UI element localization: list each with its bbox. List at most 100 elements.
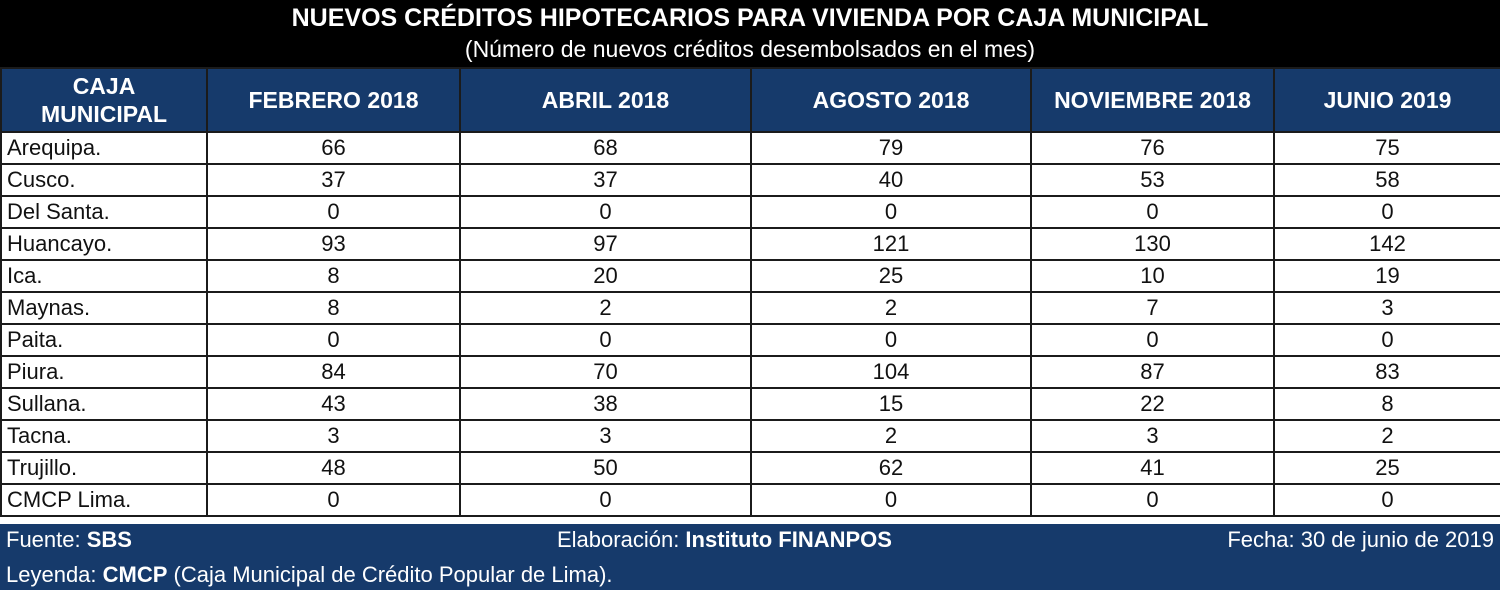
value-cell: 25 (1273, 451, 1500, 485)
row-header-cell: CAJA MUNICIPAL (0, 67, 208, 133)
table-subtitle: (Número de nuevos créditos desembolsados… (464, 36, 1036, 62)
header-row: CAJA MUNICIPAL FEBRERO 2018 ABRIL 2018 A… (0, 67, 1500, 133)
table-row: Maynas. 8 2 2 7 3 (0, 291, 1500, 325)
value-cell: 76 (1030, 131, 1275, 165)
value-cell: 43 (206, 387, 461, 421)
table-row: Arequipa. 66 68 79 76 75 (0, 131, 1500, 165)
source-note: Fuente: SBS (6, 527, 132, 552)
value-cell: 0 (206, 195, 461, 229)
value-cell: 40 (750, 163, 1032, 197)
value-cell: 50 (459, 451, 752, 485)
value-cell: 53 (1030, 163, 1275, 197)
value-cell: 0 (1273, 195, 1500, 229)
caja-name-cell: Tacna. (0, 419, 208, 453)
caja-name-cell: Maynas. (0, 291, 208, 325)
value-cell: 0 (206, 483, 461, 517)
value-cell: 93 (206, 227, 461, 261)
value-cell: 62 (750, 451, 1032, 485)
value-cell: 2 (459, 291, 752, 325)
value-cell: 121 (750, 227, 1032, 261)
table-row: Del Santa. 0 0 0 0 0 (0, 195, 1500, 229)
value-cell: 0 (206, 323, 461, 357)
value-cell: 3 (206, 419, 461, 453)
value-cell: 58 (1273, 163, 1500, 197)
caja-name-cell: Del Santa. (0, 195, 208, 229)
table-row: Huancayo. 93 97 121 130 142 (0, 227, 1500, 261)
footer: Fuente: SBS Elaboración: Instituto FINAN… (0, 524, 1500, 590)
value-cell: 0 (459, 483, 752, 517)
caja-name-cell: Ica. (0, 259, 208, 293)
value-cell: 41 (1030, 451, 1275, 485)
value-cell: 142 (1273, 227, 1500, 261)
table-row: Trujillo. 48 50 62 41 25 (0, 451, 1500, 485)
caja-name-cell: Trujillo. (0, 451, 208, 485)
caja-name-cell: Paita. (0, 323, 208, 357)
value-cell: 37 (459, 163, 752, 197)
value-cell: 37 (206, 163, 461, 197)
value-cell: 0 (750, 195, 1032, 229)
value-cell: 75 (1273, 131, 1500, 165)
value-cell: 2 (750, 291, 1032, 325)
caja-name-cell: Piura. (0, 355, 208, 389)
value-cell: 38 (459, 387, 752, 421)
value-cell: 2 (750, 419, 1032, 453)
caja-name-cell: Arequipa. (0, 131, 208, 165)
value-cell: 104 (750, 355, 1032, 389)
value-cell: 0 (1030, 195, 1275, 229)
legend-note: Leyenda: CMCP (Caja Municipal de Crédito… (6, 562, 613, 587)
value-cell: 0 (1030, 323, 1275, 357)
value-cell: 0 (459, 323, 752, 357)
value-cell: 79 (750, 131, 1032, 165)
value-cell: 48 (206, 451, 461, 485)
value-cell: 0 (750, 323, 1032, 357)
value-cell: 15 (750, 387, 1032, 421)
caja-name-cell: Huancayo. (0, 227, 208, 261)
table-body: Arequipa. 66 68 79 76 75 Cusco. 37 37 40 53 58 Del S… (0, 131, 1500, 517)
value-cell: 0 (459, 195, 752, 229)
table-row: Sullana. 43 38 15 22 8 (0, 387, 1500, 421)
elaboration-note: Elaboración: Instituto FINANPOS (557, 527, 892, 552)
caja-name-cell: CMCP Lima. (0, 483, 208, 517)
column-header: AGOSTO 2018 (750, 67, 1032, 133)
value-cell: 8 (206, 259, 461, 293)
value-cell: 83 (1273, 355, 1500, 389)
value-cell: 66 (206, 131, 461, 165)
value-cell: 97 (459, 227, 752, 261)
value-cell: 130 (1030, 227, 1275, 261)
value-cell: 25 (750, 259, 1032, 293)
credits-table: CAJA MUNICIPAL FEBRERO 2018 ABRIL 2018 A… (0, 67, 1500, 517)
value-cell: 7 (1030, 291, 1275, 325)
column-header: JUNIO 2019 (1273, 67, 1500, 133)
value-cell: 8 (1273, 387, 1500, 421)
table-title: NUEVOS CRÉDITOS HIPOTECARIOS PARA VIVIEN… (291, 4, 1209, 32)
caja-name-cell: Sullana. (0, 387, 208, 421)
value-cell: 3 (459, 419, 752, 453)
title-bar: NUEVOS CRÉDITOS HIPOTECARIOS PARA VIVIEN… (0, 0, 1500, 67)
caja-name-cell: Cusco. (0, 163, 208, 197)
table-row: Tacna. 3 3 2 3 2 (0, 419, 1500, 453)
value-cell: 22 (1030, 387, 1275, 421)
table-row: CMCP Lima. 0 0 0 0 0 (0, 483, 1500, 517)
value-cell: 68 (459, 131, 752, 165)
value-cell: 3 (1273, 291, 1500, 325)
value-cell: 87 (1030, 355, 1275, 389)
value-cell: 0 (1273, 483, 1500, 517)
column-header: FEBRERO 2018 (206, 67, 461, 133)
table-row: Ica. 8 20 25 10 19 (0, 259, 1500, 293)
value-cell: 8 (206, 291, 461, 325)
column-header: ABRIL 2018 (459, 67, 752, 133)
value-cell: 0 (750, 483, 1032, 517)
value-cell: 2 (1273, 419, 1500, 453)
table-row: Paita. 0 0 0 0 0 (0, 323, 1500, 357)
value-cell: 10 (1030, 259, 1275, 293)
value-cell: 70 (459, 355, 752, 389)
value-cell: 0 (1030, 483, 1275, 517)
table-row: Piura. 84 70 104 87 83 (0, 355, 1500, 389)
value-cell: 19 (1273, 259, 1500, 293)
value-cell: 84 (206, 355, 461, 389)
value-cell: 20 (459, 259, 752, 293)
value-cell: 0 (1273, 323, 1500, 357)
table-row: Cusco. 37 37 40 53 58 (0, 163, 1500, 197)
date-note: Fecha: 30 de junio de 2019 (1227, 527, 1494, 552)
